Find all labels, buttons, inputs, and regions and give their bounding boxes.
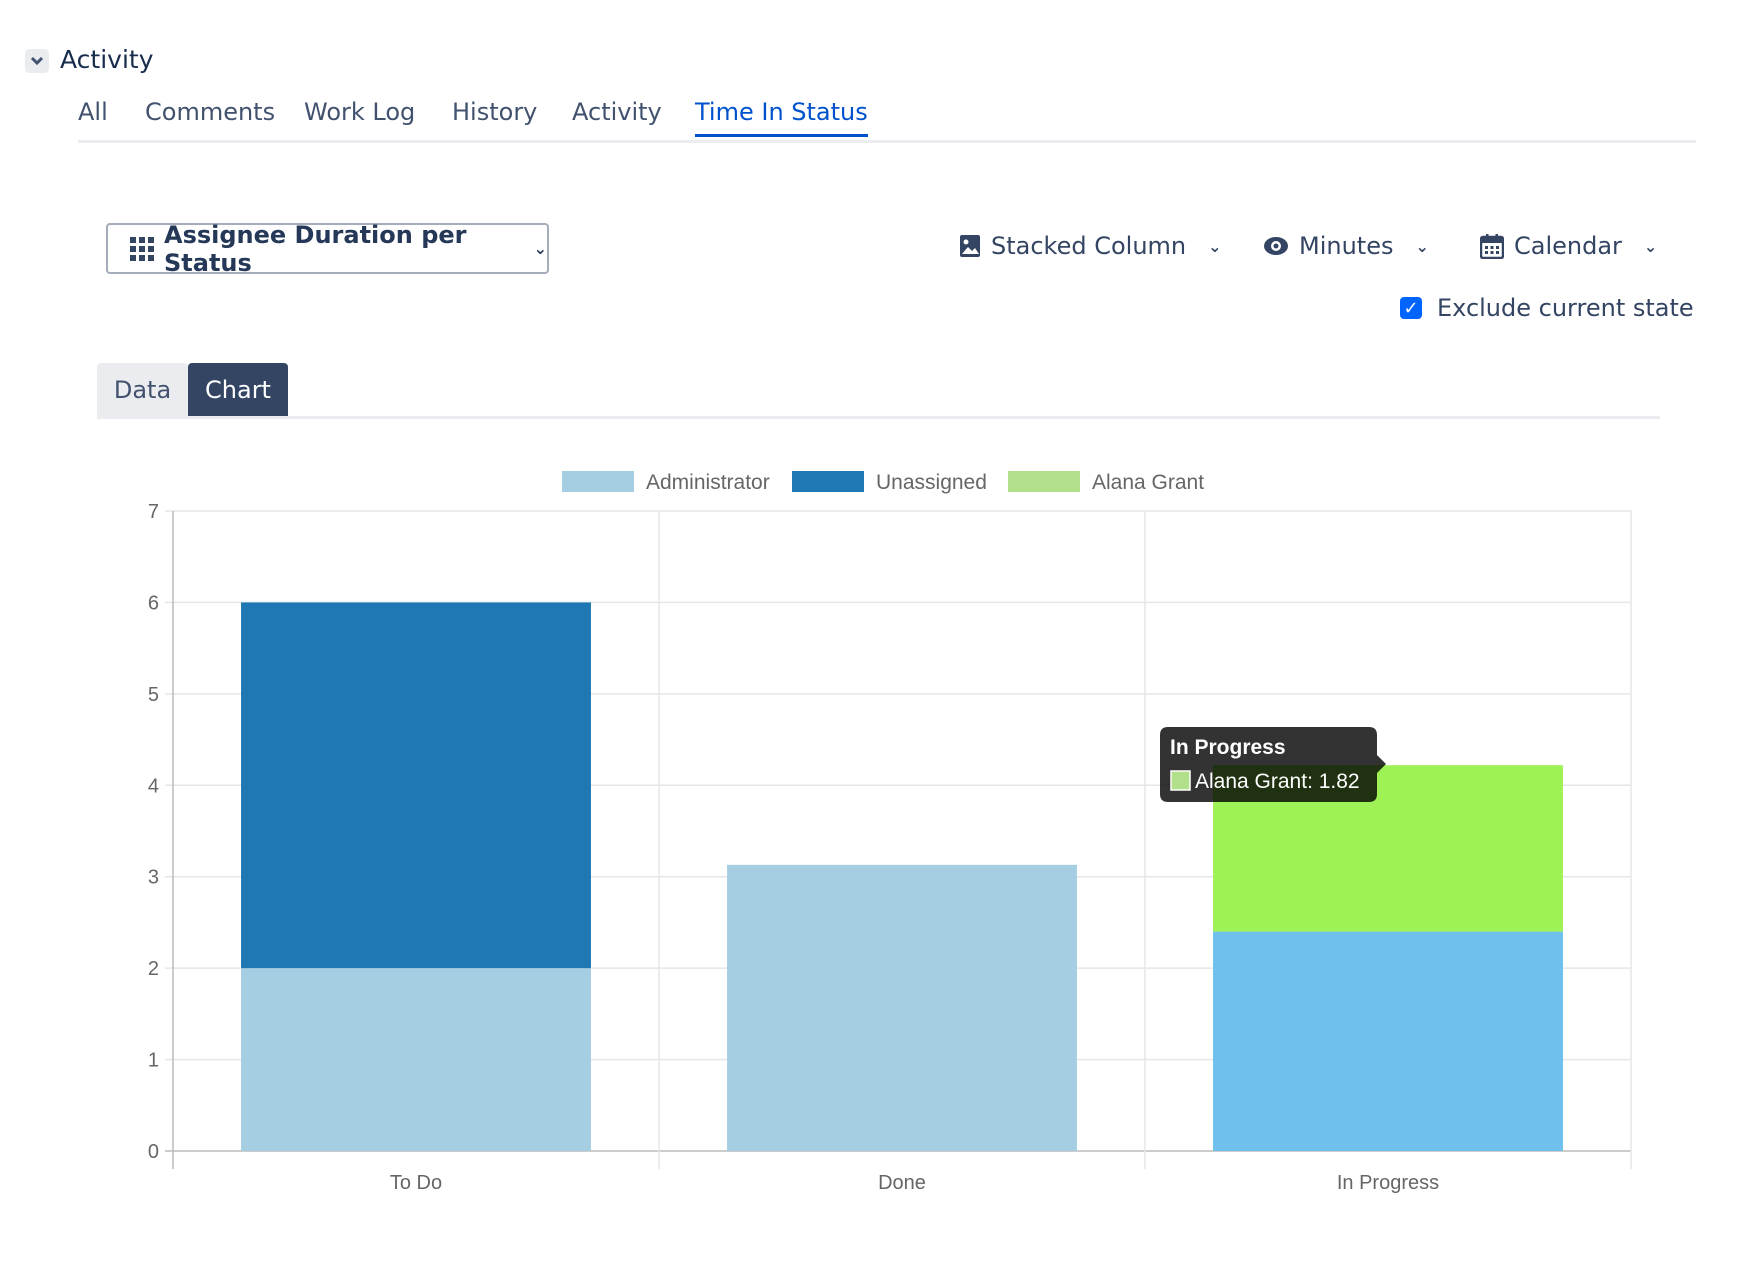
chevron-down-icon: ⌄: [1208, 236, 1222, 256]
tooltip-value: Alana Grant: 1.82: [1195, 770, 1360, 793]
time-unit-dropdown[interactable]: Minutes ⌄: [1263, 232, 1429, 260]
chevron-down-icon: [30, 56, 44, 66]
exclude-current-state-label: Exclude current state: [1437, 294, 1694, 322]
report-type-dropdown[interactable]: Assignee Duration per Status ⌄: [106, 220, 549, 277]
y-tick-label: 0: [148, 1141, 159, 1163]
legend-label: Unassigned: [876, 471, 987, 494]
y-tick-label: 1: [148, 1050, 159, 1072]
image-icon: [960, 235, 980, 257]
chart-type-dropdown[interactable]: Stacked Column ⌄: [959, 232, 1222, 260]
bar-segment: [241, 968, 591, 1151]
tab-time-in-status[interactable]: Time In Status: [695, 98, 868, 137]
legend-label: Administrator: [646, 471, 770, 494]
collapse-activity-button[interactable]: [25, 49, 49, 73]
checkmark-icon: ✓: [1403, 297, 1419, 319]
chart-type-label: Stacked Column: [991, 232, 1187, 260]
legend-label: Alana Grant: [1092, 471, 1204, 494]
view-tabs: Data Chart: [97, 363, 1660, 419]
exclude-current-state-checkbox[interactable]: ✓: [1400, 297, 1422, 319]
y-tick-label: 3: [148, 867, 159, 889]
tab-all[interactable]: All: [78, 98, 108, 126]
grid-icon: [130, 236, 154, 261]
tooltip-title: In Progress: [1170, 736, 1286, 759]
legend-swatch: [562, 471, 634, 492]
calendar-label: Calendar: [1514, 232, 1622, 260]
calendar-dropdown[interactable]: Calendar ⌄: [1480, 232, 1657, 260]
x-tick-label: To Do: [390, 1172, 442, 1194]
chevron-down-icon: ⌄: [533, 239, 547, 258]
x-tick-label: In Progress: [1337, 1172, 1439, 1194]
calendar-icon: [1480, 234, 1504, 259]
report-type-label: Assignee Duration per Status: [164, 220, 467, 277]
y-tick-label: 4: [148, 775, 159, 797]
y-tick-label: 6: [148, 592, 159, 614]
time-unit-label: Minutes: [1299, 232, 1394, 260]
chevron-down-icon: ⌄: [1415, 236, 1429, 256]
bar-segment: [727, 864, 1077, 1151]
tab-activity[interactable]: Activity: [572, 98, 662, 126]
tab-chart[interactable]: Chart: [188, 363, 288, 416]
legend-swatch: [792, 471, 864, 492]
bar-segment: [1213, 931, 1563, 1151]
eye-icon: [1264, 237, 1288, 255]
tab-work-log[interactable]: Work Log: [304, 98, 416, 126]
y-tick-label: 7: [148, 501, 159, 523]
tab-data[interactable]: Data: [97, 363, 188, 416]
tab-history[interactable]: History: [452, 98, 538, 126]
tooltip-swatch: [1170, 770, 1191, 791]
tooltip-box: [1160, 727, 1386, 802]
x-tick-label: Done: [878, 1172, 926, 1194]
legend-swatch: [1008, 471, 1080, 492]
bar-segment: [241, 602, 591, 969]
section-title: Activity: [60, 45, 154, 74]
activity-tabs: All Comments Work Log History Activity T…: [78, 98, 1696, 143]
tab-comments[interactable]: Comments: [145, 98, 276, 126]
y-tick-label: 5: [148, 684, 159, 706]
chevron-down-icon: ⌄: [1643, 236, 1658, 256]
y-tick-label: 2: [148, 958, 159, 980]
